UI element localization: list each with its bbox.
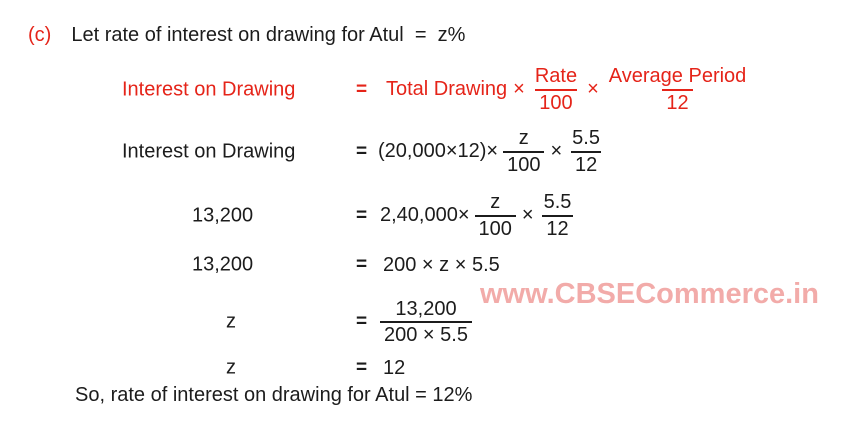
fraction-numerator: z [490,191,501,214]
fraction: 13,200 200 × 5.5 [380,298,472,347]
rhs-expression: 12 [383,355,405,381]
rhs-expression: 2,40,000× z 100 × 5.5 12 [380,189,575,242]
fraction-denominator: 12 [662,88,693,114]
times-sign: × [513,78,525,100]
equation-step4: z = 12 [0,355,845,381]
equals-sign: = [356,140,368,162]
term-text: (20,000×12)× [378,140,499,162]
header-line: (c) Let rate of interest on drawing for … [28,24,465,47]
equals-sign: = [356,311,368,332]
equals-sign: = [356,204,368,226]
rhs-expression: (20,000×12)× z 100 × 5.5 12 [378,125,604,178]
term-text: 2,40,000× [380,204,470,226]
term-text: 12 [383,356,406,379]
fraction-numerator: Average Period [608,65,747,88]
equation-substitution: Interest on Drawing = (20,000×12)× z 100… [0,125,845,178]
equals-sign: = [356,254,368,275]
times-sign: × [587,78,599,100]
fraction-denominator: 100 [503,150,545,176]
times-sign: × [521,204,534,226]
fraction-denominator: 100 [535,88,577,114]
equals-sign: = [356,78,368,100]
fraction-denominator: 12 [570,150,602,176]
times-sign: × [550,140,563,162]
fraction-denominator: 12 [542,214,573,240]
fraction: 5.5 12 [568,127,604,176]
fraction: z 100 [503,127,545,176]
equals-sign: = [356,357,368,378]
fraction-denominator: 200 × 5.5 [380,321,472,346]
fraction: Rate 100 [531,65,581,114]
equation-step1: 13,200 = 2,40,000× z 100 × 5.5 12 [0,189,845,242]
rhs-expression: Total Drawing × Rate 100 × Average Perio… [386,63,750,116]
rhs-expression: 200 × z × 5.5 [383,252,500,278]
term-text: 200 × z × 5.5 [383,253,500,276]
watermark: www.CBSECommerce.in [480,278,819,310]
lhs-label: 13,200 [192,204,254,226]
lhs-label: Interest on Drawing [122,140,296,162]
lhs-label: z [226,310,236,333]
fraction-numerator: 13,200 [395,297,457,320]
fraction: z 100 [474,191,516,240]
fraction-numerator: 5.5 [543,191,572,214]
fraction-numerator: 5.5 [572,127,600,150]
fraction: Average Period 12 [605,65,751,114]
part-label: (c) [28,24,52,46]
fraction-denominator: 100 [474,214,516,240]
lhs-label: 13,200 [192,253,254,276]
fraction: 5.5 12 [540,191,576,240]
lhs-label: Interest on Drawing [122,78,296,100]
term-text: Total Drawing [386,78,508,100]
equation-step3: z = 13,200 200 × 5.5 [0,294,845,350]
rhs-expression: 13,200 200 × 5.5 [380,294,472,350]
lhs-label: z [226,356,236,379]
fraction-numerator: z [518,127,529,150]
conclusion-line: So, rate of interest on drawing for Atul… [75,384,473,406]
fraction-numerator: Rate [534,65,578,88]
equation-formula: Interest on Drawing = Total Drawing × Ra… [0,63,845,116]
equation-step2: 13,200 = 200 × z × 5.5 [0,252,845,278]
header-text: Let rate of interest on drawing for Atul… [71,24,466,46]
